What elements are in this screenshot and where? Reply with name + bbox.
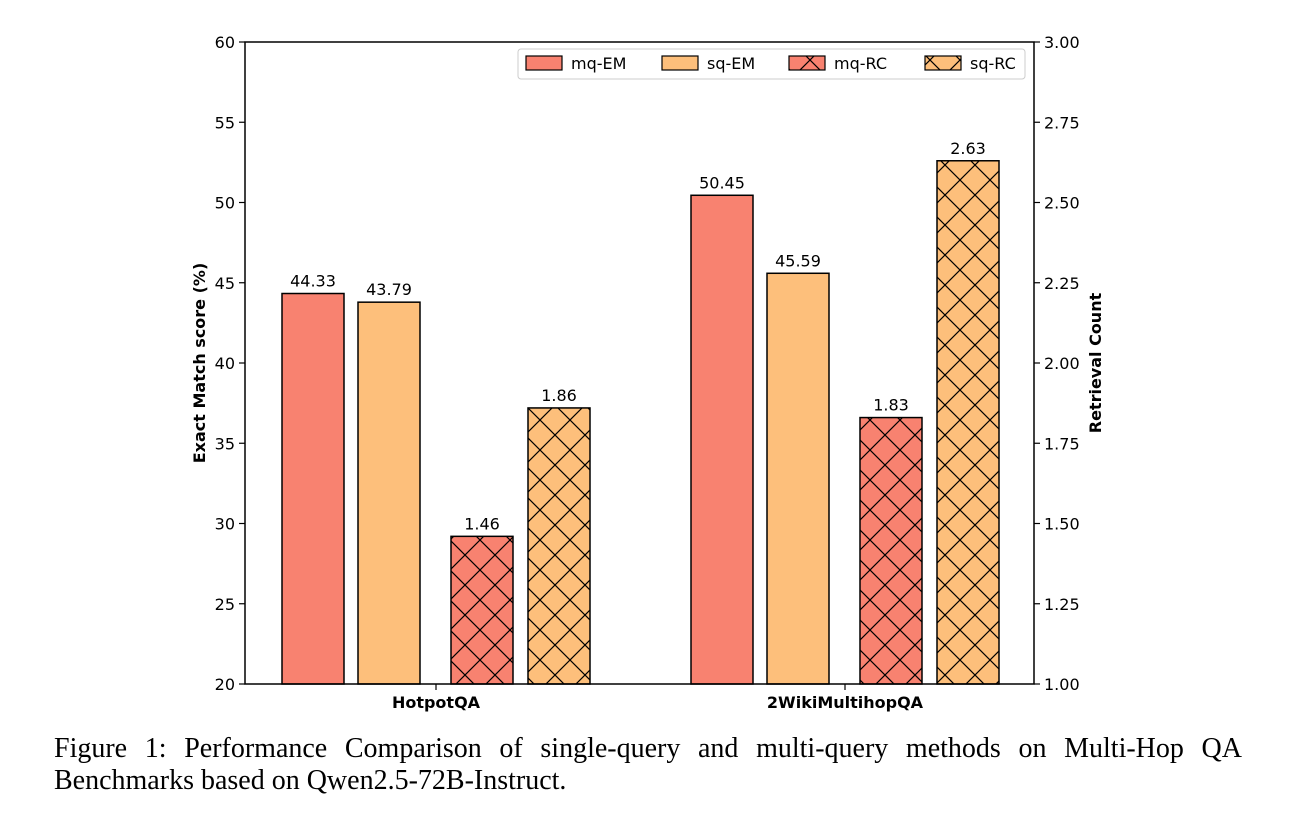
x-tick-label: HotpotQA — [392, 693, 481, 712]
bar-value-label: 2.63 — [950, 139, 986, 158]
legend-label: mq-EM — [571, 54, 626, 73]
y-tick-label-left: 20 — [215, 675, 235, 694]
y-tick-label-left: 25 — [215, 595, 235, 614]
y-tick-label-left: 60 — [215, 33, 235, 52]
bar-hatch — [451, 536, 513, 684]
legend: mq-EM sq-EM mq-RC sq-RC — [517, 48, 1026, 80]
bar-value-label: 45.59 — [775, 251, 821, 270]
legend-swatch-outline — [525, 55, 563, 71]
y-tick-label-right: 1.25 — [1044, 595, 1080, 614]
y-tick-label-left: 50 — [215, 194, 235, 213]
legend-label: sq-RC — [970, 54, 1016, 73]
legend-label: mq-RC — [834, 54, 887, 73]
y-tick-label-right: 1.00 — [1044, 675, 1080, 694]
bar-value-labels: 44.33 50.45 43.79 45.59 1.46 1.83 1.86 2.63 — [290, 139, 986, 534]
y-tick-label-left: 45 — [215, 274, 235, 293]
legend-swatch — [526, 56, 562, 70]
y-tick-label-right: 2.00 — [1044, 354, 1080, 373]
bar — [282, 293, 344, 684]
bar — [358, 302, 420, 684]
legend-swatch — [662, 56, 698, 70]
bar-hatch — [937, 160, 999, 684]
y-tick-label-left: 35 — [215, 434, 235, 453]
y-tick-label-left: 55 — [215, 113, 235, 132]
bar-value-label: 44.33 — [290, 272, 336, 291]
y-tick-label-left: 30 — [215, 515, 235, 534]
y-axis-title-left: Exact Match score (%) — [190, 263, 209, 464]
legend-swatch-outline — [661, 55, 699, 71]
bar — [767, 273, 829, 684]
y-tick-label-right: 3.00 — [1044, 33, 1080, 52]
bar-value-label: 1.86 — [541, 386, 577, 405]
axes: 20 25 30 35 40 45 50 55 60 1.00 1.25 1.50 1.75 2.00 2.… — [215, 33, 1080, 712]
y-tick-label-left: 40 — [215, 354, 235, 373]
legend-swatch-outline — [788, 55, 826, 71]
bar-hatch — [528, 407, 590, 684]
bar-hatch — [860, 417, 922, 684]
bar-value-label: 43.79 — [366, 280, 412, 299]
y-tick-label-right: 1.50 — [1044, 515, 1080, 534]
bars — [281, 160, 1000, 685]
legend-label: sq-EM — [707, 54, 755, 73]
y-axis-title-right: Retrieval Count — [1086, 292, 1105, 433]
y-tick-label-right: 1.75 — [1044, 434, 1080, 453]
bar-value-label: 50.45 — [699, 173, 745, 192]
bar-value-label: 1.46 — [464, 514, 500, 533]
legend-swatch-outline — [924, 55, 962, 71]
bar-value-label: 1.83 — [873, 396, 909, 415]
bar — [691, 195, 753, 684]
y-tick-label-right: 2.25 — [1044, 274, 1080, 293]
x-tick-label: 2WikiMultihopQA — [767, 693, 924, 712]
y-tick-label-right: 2.75 — [1044, 113, 1080, 132]
legend-swatch-hatch — [925, 56, 961, 70]
legend-box — [517, 48, 1026, 80]
figure-caption: Figure 1: Performance Comparison of sing… — [54, 733, 1242, 796]
legend-swatch-hatch — [789, 56, 825, 70]
y-tick-label-right: 2.50 — [1044, 194, 1080, 213]
